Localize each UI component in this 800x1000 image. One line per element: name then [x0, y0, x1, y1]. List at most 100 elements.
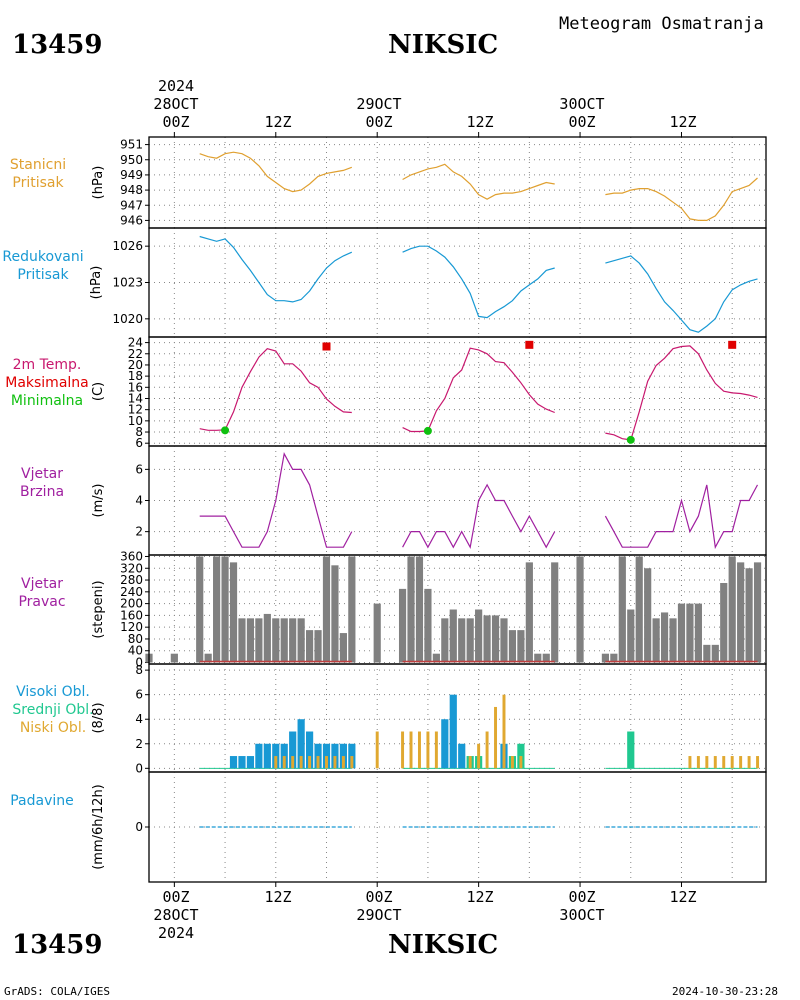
- clouds-label: Visoki Obl. Srednji Obl. Niski Obl.: [0, 683, 108, 737]
- y-tick-label: 360: [120, 549, 143, 563]
- temp-max-marker: [728, 340, 737, 349]
- wind-direction-bar: [305, 630, 314, 663]
- temp-label-line2: Maksimalna: [5, 375, 89, 391]
- wind-direction-bar: [246, 618, 255, 663]
- cloud-bar: [688, 756, 692, 769]
- wind-direction-bar: [677, 603, 686, 663]
- cloud-bar: [246, 756, 255, 769]
- precip-label: Padavine: [0, 792, 97, 810]
- top-date-label-0: 28OCT: [153, 95, 199, 113]
- bottom-time-label-4: 00Z: [568, 888, 596, 906]
- y-axis-unit: (stepeni): [91, 580, 106, 638]
- cloud-bar: [517, 743, 525, 769]
- wind-direction-bar: [348, 556, 356, 663]
- cloud-bar: [238, 756, 246, 769]
- cloud-bar: [274, 756, 278, 769]
- series-line: [402, 245, 555, 319]
- wind-direction-bar: [483, 615, 491, 663]
- y-tick-label: 12: [128, 403, 143, 417]
- wind-direction-bar: [221, 556, 229, 663]
- wind-direction-bar: [255, 618, 263, 663]
- cloud-bar: [280, 743, 288, 769]
- wind-direction-bar: [686, 603, 694, 663]
- y-tick-label: 949: [120, 168, 143, 182]
- top-time-label-0: 00Z: [162, 113, 190, 131]
- cloud-bar: [434, 731, 438, 769]
- y-tick-label: 280: [120, 573, 143, 587]
- y-tick-label: 24: [128, 336, 143, 350]
- wind-direction-bar: [263, 613, 271, 663]
- cloud-bar: [426, 731, 430, 769]
- wind-direction-bar: [280, 618, 288, 663]
- wind-direction-bar: [753, 562, 762, 663]
- top-date-label-2: 29OCT: [356, 95, 402, 113]
- clouds-label-line3: Niski Obl.: [19, 720, 87, 736]
- wind-direction-bar: [610, 653, 618, 663]
- wind-direction-bar: [517, 630, 525, 663]
- wind-direction-bar: [289, 618, 297, 663]
- top-year-label: 2024: [157, 77, 195, 95]
- cloud-bar: [417, 731, 421, 769]
- reduced-pressure-label: Redukovani Pritisak: [0, 248, 98, 284]
- wind-direction-bar: [314, 630, 322, 663]
- cloud-bar: [468, 756, 472, 769]
- y-tick-label: 0: [135, 820, 143, 834]
- wind-direction-bar: [458, 618, 466, 663]
- wind-direction-bar: [508, 630, 517, 663]
- y-tick-label: 160: [120, 608, 143, 622]
- temp-min-marker: [221, 426, 230, 435]
- station-id-bottom: 13459: [12, 930, 103, 960]
- wind-direction-bar: [500, 618, 508, 663]
- y-tick-label: 950: [120, 153, 143, 167]
- cloud-bar: [350, 756, 354, 769]
- cloud-bar: [756, 756, 760, 769]
- station-name-top: NIKSIC: [388, 30, 499, 60]
- cloud-bar: [291, 756, 295, 769]
- temp-max-marker: [525, 340, 534, 349]
- y-tick-label: 6: [135, 436, 143, 450]
- cloud-bar: [314, 743, 322, 769]
- y-tick-label: 320: [120, 561, 143, 575]
- y-tick-label: 20: [128, 358, 143, 372]
- wind-direction-bar: [551, 562, 559, 663]
- cloud-bar: [696, 756, 700, 769]
- y-tick-label: 4: [135, 712, 143, 726]
- y-tick-label: 16: [128, 380, 143, 394]
- panel-frame: [148, 336, 767, 447]
- temperature-label: 2m Temp. Maksimalna Minimalna: [0, 356, 102, 410]
- station-name-bottom: NIKSIC: [388, 930, 499, 960]
- cloud-bar: [747, 756, 751, 769]
- series-line: [199, 348, 352, 431]
- wdir-label-line1: Vjetar: [21, 576, 63, 592]
- credit-text: GrADS: COLA/IGES: [4, 985, 110, 998]
- cloud-bar: [341, 756, 345, 769]
- y-tick-label: 8: [135, 425, 143, 439]
- timestamp-text: 2024-10-30-23:28: [672, 985, 778, 998]
- cloud-bar: [325, 756, 328, 769]
- wind-direction-bar: [601, 653, 610, 663]
- y-axis-unit: (8/8): [91, 702, 106, 733]
- y-tick-label: 6: [135, 462, 143, 476]
- y-axis-unit: (mm/6h/12h): [91, 784, 106, 870]
- cloud-bar: [494, 706, 498, 769]
- wind-direction-bar: [466, 618, 474, 663]
- cloud-bar: [263, 743, 271, 769]
- wind-direction-bar: [576, 556, 584, 663]
- pressure-label-line2: Pritisak: [12, 175, 64, 191]
- wind-direction-bar: [441, 618, 449, 663]
- wind-direction-label: Vjetar Pravac: [0, 575, 97, 611]
- series-line: [605, 255, 758, 333]
- wind-direction-bar: [711, 644, 719, 663]
- bottom-date-label-2: 29OCT: [356, 906, 402, 924]
- station-id-top: 13459: [12, 30, 103, 60]
- top-time-label-3: 12Z: [466, 113, 494, 131]
- cloud-bar: [308, 756, 312, 769]
- wind-direction-bar: [737, 562, 745, 663]
- cloud-bar: [713, 756, 717, 769]
- y-tick-label: 80: [128, 632, 143, 646]
- y-tick-label: 40: [128, 644, 143, 658]
- wind-direction-bar: [525, 562, 533, 663]
- series-line: [402, 483, 556, 549]
- wind-direction-bar: [424, 588, 432, 663]
